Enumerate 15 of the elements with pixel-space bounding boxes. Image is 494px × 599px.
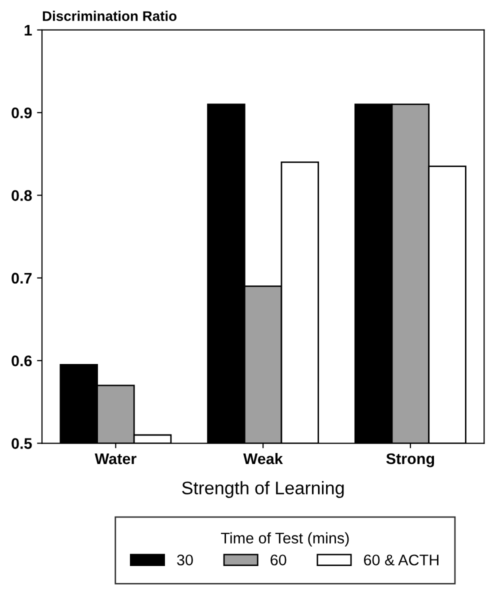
y-tick-label: 0.9 (12, 107, 32, 118)
legend-label: 30 (177, 554, 193, 566)
legend-label: 60 (270, 554, 286, 566)
x-tick-label: Water (94, 454, 136, 464)
y-tick-label: 0.8 (12, 190, 32, 201)
x-axis-title: Strength of Learning (182, 481, 344, 498)
x-tick-label: Weak (243, 452, 283, 464)
x-tick-label: Strong (386, 453, 434, 468)
y-tick-label: 0.7 (12, 272, 32, 284)
y-tick-label: 1 (24, 24, 32, 36)
legend-label: 60 & ACTH (364, 554, 438, 566)
y-tick-label: 0.6 (12, 355, 32, 366)
y-tick-label: 0.5 (12, 438, 32, 449)
legend-title: Time of Test (mins) (220, 532, 349, 547)
y-axis-title: Discrimination Ratio (42, 10, 176, 22)
